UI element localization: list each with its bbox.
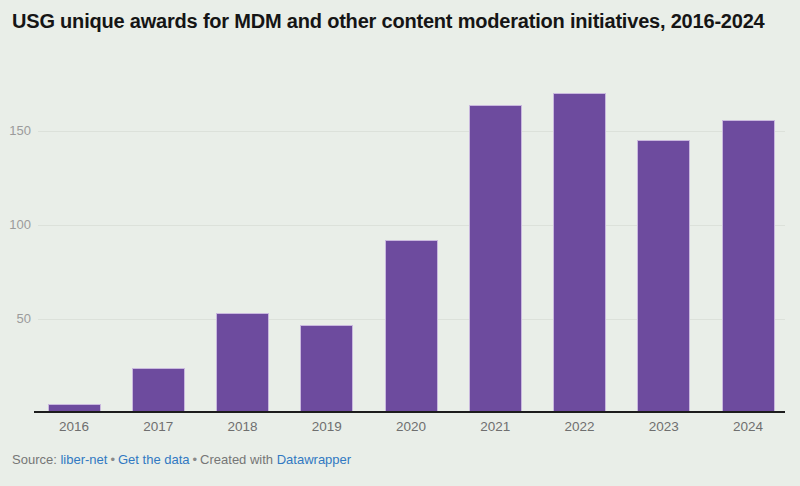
footer-attribution: Source: liber-net•Get the data•Created w… [12,452,351,467]
plot-area: 50 100 150 2016 2017 2018 2019 2020 2021 2022 2023… [0,0,800,486]
get-the-data-link[interactable]: Get the data [118,452,190,467]
x-tick-label-2024: 2024 [716,419,780,434]
chart-canvas: USG unique awards for MDM and other cont… [0,0,800,486]
x-tick-label-2018: 2018 [211,419,275,434]
bar-2020[interactable] [385,240,438,413]
x-axis-line [34,411,785,413]
y-tick-label-100: 100 [0,217,31,233]
bar-2022[interactable] [553,93,606,413]
bar-2018[interactable] [216,313,269,413]
bar-2017[interactable] [132,368,185,413]
x-tick-label-2023: 2023 [632,419,696,434]
x-tick-label-2019: 2019 [295,419,359,434]
bar-2019[interactable] [300,325,353,413]
bar-2024[interactable] [722,120,775,413]
x-tick-label-2017: 2017 [126,419,190,434]
bar-2023[interactable] [637,140,690,413]
y-tick-label-50: 50 [0,311,31,327]
y-tick-label-150: 150 [0,123,31,139]
x-tick-label-2022: 2022 [548,419,612,434]
source-label: Source: [12,452,57,467]
footer-separator-2: • [190,452,201,467]
created-with-label: Created with [200,452,273,467]
x-tick-label-2020: 2020 [379,419,443,434]
x-tick-label-2021: 2021 [463,419,527,434]
footer-separator-1: • [107,452,118,467]
bar-2021[interactable] [469,105,522,413]
gridline-150 [38,131,785,132]
x-tick-label-2016: 2016 [42,419,106,434]
datawrapper-link[interactable]: Datawrapper [277,452,351,467]
source-link[interactable]: liber-net [60,452,107,467]
